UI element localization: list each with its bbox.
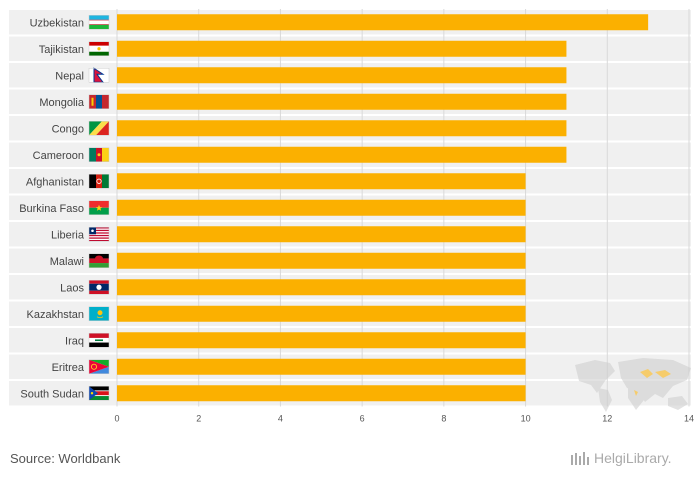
flag-kazakhstan-icon bbox=[88, 306, 110, 321]
category-label-liberia: Liberia bbox=[51, 229, 85, 241]
x-tick-label: 10 bbox=[521, 414, 531, 424]
flag-burkina-faso-icon bbox=[88, 200, 110, 215]
bar-south-sudan bbox=[117, 385, 526, 402]
bar-liberia bbox=[117, 226, 526, 243]
x-tick-label: 2 bbox=[196, 414, 201, 424]
bar-chart: Uzbekistan Tajikistan Nepal Mongolia Congo Ca… bbox=[9, 9, 694, 424]
flag-cameroon-icon bbox=[88, 147, 110, 162]
x-tick-label: 12 bbox=[602, 414, 612, 424]
bar-afghanistan bbox=[117, 173, 526, 190]
bar-malawi bbox=[117, 252, 526, 269]
logo-text: HelgiLibrary. bbox=[594, 450, 672, 466]
bar-eritrea bbox=[117, 358, 526, 375]
world-map-icon bbox=[575, 358, 691, 412]
bar-kazakhstan bbox=[117, 305, 526, 322]
bar-iraq bbox=[117, 332, 526, 349]
bar-nepal bbox=[117, 67, 567, 84]
bar-burkina-faso bbox=[117, 199, 526, 216]
x-tick-label: 14 bbox=[684, 414, 694, 424]
category-label-eritrea: Eritrea bbox=[52, 362, 85, 374]
flag-iraq-icon bbox=[88, 333, 110, 348]
category-label-malawi: Malawi bbox=[50, 256, 84, 268]
flag-eritrea-icon bbox=[88, 359, 110, 374]
flag-uzbekistan-icon bbox=[88, 15, 110, 30]
category-label-mongolia: Mongolia bbox=[39, 97, 85, 109]
flag-nepal-icon bbox=[88, 67, 110, 83]
category-label-afghanistan: Afghanistan bbox=[26, 176, 84, 188]
source-text: Source: Worldbank bbox=[10, 451, 121, 466]
category-label-congo: Congo bbox=[52, 123, 84, 135]
bar-congo bbox=[117, 120, 567, 137]
flag-mongolia-icon bbox=[88, 94, 110, 109]
category-label-uzbekistan: Uzbekistan bbox=[30, 17, 84, 29]
bar-tajikistan bbox=[117, 40, 567, 57]
bar-uzbekistan bbox=[117, 14, 649, 31]
flag-malawi-icon bbox=[88, 253, 110, 268]
category-label-iraq: Iraq bbox=[65, 335, 84, 347]
helgilibrary-logo: HelgiLibrary. bbox=[570, 450, 672, 466]
category-label-nepal: Nepal bbox=[55, 70, 84, 82]
flag-tajikistan-icon bbox=[88, 41, 110, 56]
x-tick-label: 6 bbox=[360, 414, 365, 424]
category-label-burkina-faso: Burkina Faso bbox=[19, 203, 84, 215]
flag-liberia-icon bbox=[88, 227, 110, 242]
category-label-cameroon: Cameroon bbox=[33, 150, 84, 162]
flag-afghanistan-icon bbox=[88, 174, 110, 189]
bar-cameroon bbox=[117, 146, 567, 163]
flag-south-sudan-icon bbox=[88, 386, 110, 401]
flag-laos-icon bbox=[88, 280, 110, 295]
category-label-south-sudan: South Sudan bbox=[20, 388, 84, 400]
x-tick-label: 4 bbox=[278, 414, 283, 424]
flag-congo-icon bbox=[88, 121, 110, 136]
x-tick-label: 8 bbox=[441, 414, 446, 424]
library-icon bbox=[571, 452, 589, 465]
category-label-laos: Laos bbox=[60, 282, 84, 294]
category-label-kazakhstan: Kazakhstan bbox=[27, 309, 84, 321]
bar-laos bbox=[117, 279, 526, 296]
x-tick-label: 0 bbox=[114, 414, 119, 424]
category-label-tajikistan: Tajikistan bbox=[39, 44, 84, 56]
bar-mongolia bbox=[117, 93, 567, 110]
